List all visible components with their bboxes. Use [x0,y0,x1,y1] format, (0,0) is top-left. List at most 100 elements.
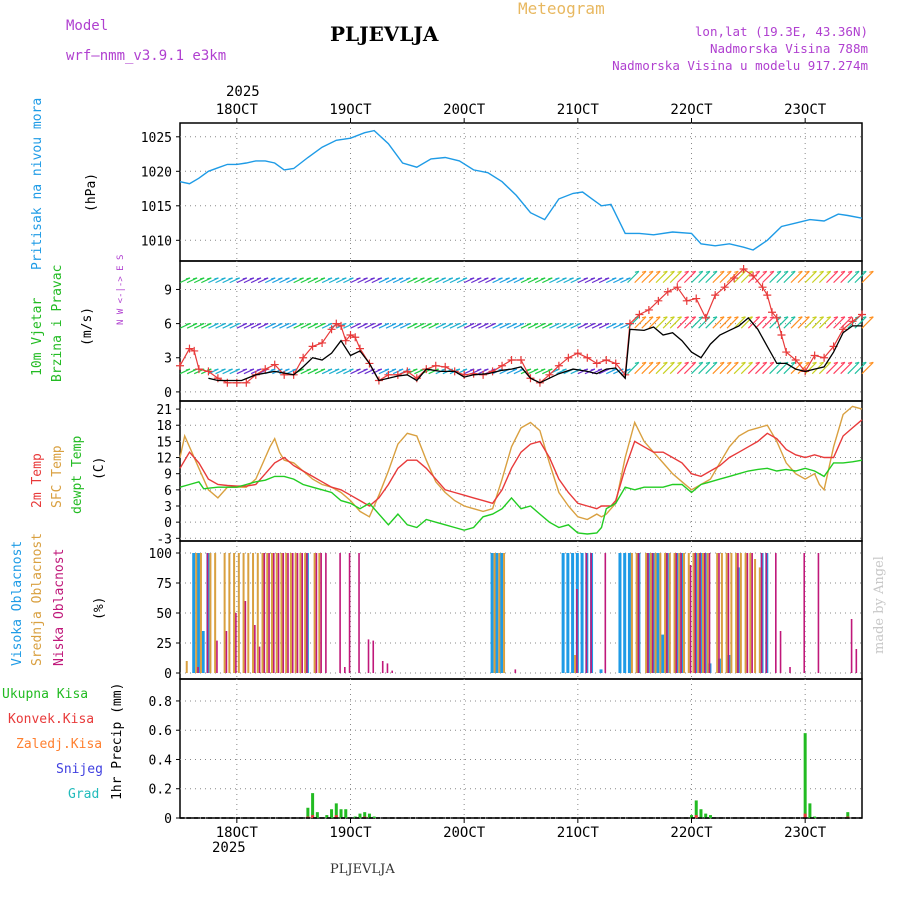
wind-barb-flag [271,368,276,371]
cloud-low-bar [590,553,592,673]
wind-barb-flag [833,316,838,319]
precip-total-bar [846,812,850,818]
wind-barb [662,270,675,284]
cloud-low-bar [320,553,322,673]
clouds-ytick-label: 75 [156,577,172,592]
precip-total-bar [344,809,348,818]
cloud-low-bar [277,553,280,673]
precip-total-bar [306,807,310,818]
wind-barb-flag [384,322,390,326]
wind-barb-flag [427,322,432,326]
wind-barb-flag [313,368,318,371]
wind-barb-flag [869,361,874,364]
wind-barb-flag [698,361,703,364]
wind-barb [797,316,810,329]
wind-barb [847,316,860,329]
wind-barb-flag [562,277,567,280]
wind-barb [833,316,846,329]
wind-barb-flag [526,368,532,371]
wind-gust-marker [625,319,634,328]
wind-barb-flag [590,277,596,280]
wind-barb-flag [327,277,333,280]
cloud-mid-bar [716,553,719,673]
wind-barb-flag [391,368,397,371]
wind-barb-flag [684,316,689,319]
wind-barb [797,361,810,375]
wind-barb-flag [313,277,318,280]
wind-gust-marker [318,338,327,347]
wind-barb-flag [420,277,425,280]
wind-barb-flag [840,361,846,364]
wind-barb-flag [612,277,617,280]
wind-barb-flag [526,322,532,326]
precip-ytick-label: 0.8 [149,695,172,710]
pressure-ytick-label: 1010 [141,234,172,249]
wind-gust-marker [261,365,270,374]
cloud-low-bar [708,553,711,673]
wind-barb-flag [349,322,354,326]
legend-freezing-rain: Zaledj.Kisa [16,737,103,752]
wind-barb [783,361,796,375]
wind-barb [747,316,761,329]
wind-barb [726,270,739,284]
wind-barb-flag [741,361,746,364]
model-label: Model [66,18,109,34]
wind-barb [733,361,746,375]
wind-barb [676,316,690,329]
wind-barb [698,361,711,375]
wind-barb-flag [783,316,789,319]
cloud-low-bar [263,553,266,673]
wind-barb-flag [356,322,361,326]
wind-barb-flag [192,277,198,280]
wind-gust-marker [194,365,203,374]
wind-barb-flag [434,368,439,371]
wind-barb-flag [541,368,546,371]
cloud-low-bar [746,553,749,673]
wind-barb-flag [569,322,574,326]
wind-barb-flag [569,277,574,280]
cloud-mid-bar [683,553,686,673]
wind-barb [769,270,782,284]
cloud-low-bar [344,667,346,673]
cloud-mid-bar [313,553,316,673]
cloud-low-bar [301,553,304,673]
cloud-mid-bar [318,553,321,673]
wind-barb-flag [641,316,647,319]
wind-barb [840,361,853,375]
wind-barb [854,361,867,375]
wind-barb-flag [826,316,831,319]
wind-barb-flag [684,270,689,273]
wind-barb-flag [327,368,333,371]
wind-barb [755,361,768,375]
wind-barb-flag [455,322,461,326]
wind-barb-flag [533,368,539,371]
wind-gust-marker [337,321,346,330]
wind-barb-flag [762,361,767,364]
wind-barb-flag [327,322,333,326]
wind-barb-flag [847,270,853,273]
wind-barb-flag [705,270,711,273]
wind-barb-flag [306,322,311,326]
wind-barb-flag [335,368,340,371]
wind-barb [641,270,654,284]
wind-barb [790,361,803,375]
wind-barb-flag [320,368,326,371]
wind-barb [719,270,732,284]
xtick-label-bottom: 21OCT [557,825,600,841]
wind-barb-flag [477,322,482,326]
wind-barb-flag [840,316,846,319]
wind-gust-marker [554,361,563,370]
cloud-mid-bar [735,553,738,673]
wind-barb [655,270,668,284]
wind-barb-flag [677,316,682,319]
wind-gust-marker [711,291,720,300]
cloud-low-bar [391,670,393,673]
wind-mean-line [208,316,862,384]
wind-barb-flag [448,277,453,280]
wind-barb [811,316,825,329]
precip-conv-bar [334,815,338,818]
wind-barb-flag [420,322,425,326]
wind-gust-marker [299,353,308,362]
wind-barb-flag [762,316,767,319]
